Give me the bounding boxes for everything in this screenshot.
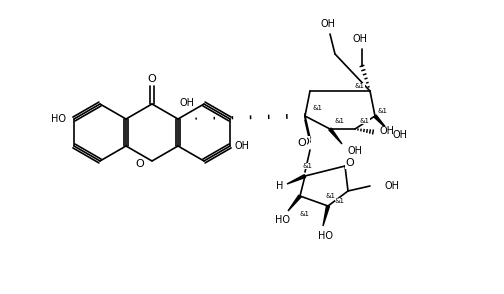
Text: O: O	[135, 159, 144, 169]
Text: &1: &1	[360, 118, 370, 124]
Text: &1: &1	[335, 118, 345, 124]
Text: HO: HO	[319, 231, 334, 241]
Text: OH: OH	[352, 34, 367, 44]
Polygon shape	[287, 175, 305, 184]
Polygon shape	[288, 195, 301, 211]
Text: &1: &1	[378, 108, 388, 114]
Text: &1: &1	[326, 193, 336, 199]
Text: O: O	[298, 138, 306, 148]
Text: OH: OH	[393, 130, 408, 140]
Text: HO: HO	[51, 114, 66, 124]
Text: OH: OH	[235, 141, 250, 151]
Text: &1: &1	[355, 83, 365, 89]
Text: H: H	[276, 181, 283, 191]
Text: OH: OH	[321, 19, 336, 29]
Text: &1: &1	[300, 211, 310, 217]
Text: OH: OH	[348, 146, 363, 156]
Polygon shape	[323, 206, 330, 226]
Text: OH: OH	[385, 181, 400, 191]
Text: &1: &1	[313, 105, 323, 111]
Polygon shape	[329, 128, 342, 144]
Text: HO: HO	[275, 215, 290, 225]
Text: OH: OH	[180, 98, 195, 108]
Polygon shape	[374, 115, 387, 129]
Text: O: O	[346, 158, 354, 168]
Text: O: O	[300, 137, 309, 147]
Text: &1: &1	[335, 198, 345, 204]
Text: OH: OH	[380, 126, 395, 136]
Text: &1: &1	[303, 163, 313, 169]
Text: O: O	[148, 74, 156, 84]
